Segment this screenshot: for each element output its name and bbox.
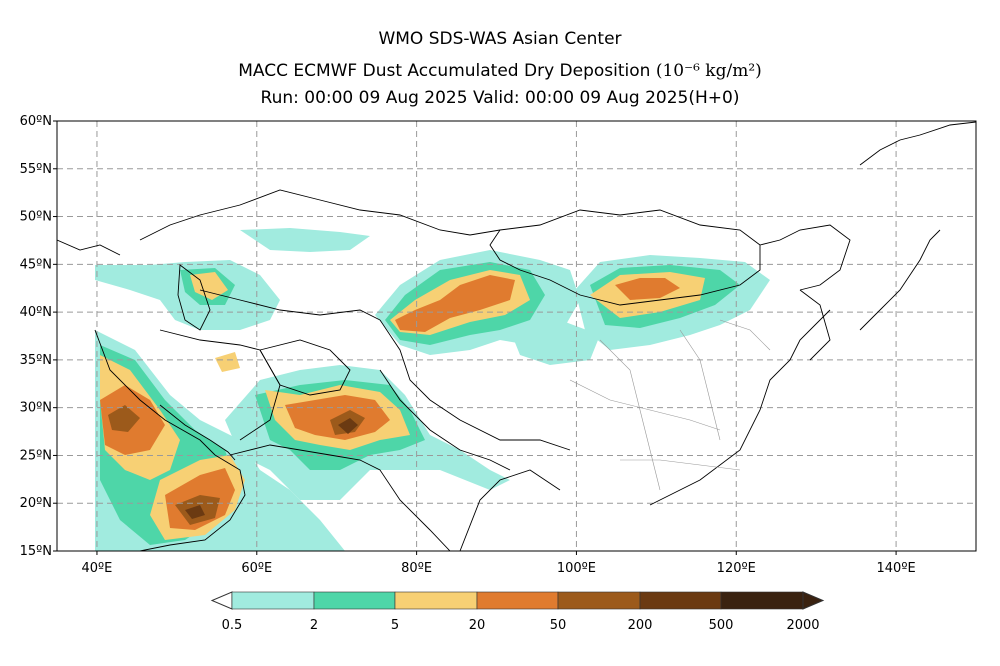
border-russia-china (759, 224, 851, 291)
colorbar-label-5: 200 (628, 618, 653, 633)
colorbar-segment-1 (231, 591, 315, 610)
dust-region-caspian-l1 (95, 260, 280, 330)
dust-region-caspian-l3 (190, 272, 228, 300)
border-india (379, 369, 511, 471)
unit-label: (10⁻⁶ kg/m²) (655, 61, 762, 81)
dust-level-6 (185, 418, 358, 519)
colorbar-label-1: 2 (310, 618, 318, 633)
coastlines-borders (57, 121, 976, 551)
border-china-west (379, 319, 571, 451)
border-afghanistan (259, 339, 351, 396)
colorbar-label-6: 500 (709, 618, 734, 633)
border-kazakhstan-north (139, 189, 501, 241)
lat-label-35: 35ºN (20, 353, 52, 368)
province-line-3 (679, 329, 721, 441)
border-iran (159, 329, 281, 441)
colorbar-segment-4 (476, 591, 559, 610)
dust-region-tarim-l4 (395, 275, 515, 332)
map-frame (56, 120, 977, 552)
coastline-arabia (94, 329, 246, 551)
longitude-labels: 40ºE 60ºE 80ºE 100ºE 120ºE 140ºE (82, 561, 916, 576)
lat-label-30: 30ºN (20, 401, 52, 416)
lon-label-120: 120ºE (717, 561, 756, 576)
coast-black-sea (57, 239, 121, 256)
china-provinces (569, 319, 771, 491)
province-line-2 (599, 339, 661, 491)
lon-label-100: 100ºE (557, 561, 596, 576)
colorbar-label-0: 0.5 (222, 618, 243, 633)
lon-label-80: 80ºE (401, 561, 432, 576)
latitude-labels: 15ºN 20ºN 25ºN 30ºN 35ºN 40ºN 45ºN 50ºN … (20, 114, 52, 559)
colorbar-segment-6 (639, 591, 722, 610)
lat-label-15: 15ºN (20, 544, 52, 559)
colorbar-segment-7 (720, 591, 804, 610)
lon-label-60: 60ºE (241, 561, 272, 576)
province-line-5 (719, 319, 771, 351)
colorbar-label-2: 5 (391, 618, 399, 633)
lat-label-55: 55ºN (20, 162, 52, 177)
province-line-1 (569, 379, 721, 431)
lon-label-140: 140ºE (877, 561, 916, 576)
map-grid (57, 121, 976, 551)
lat-label-20: 20ºN (20, 496, 52, 511)
map-plot-area (53, 120, 977, 555)
dust-region-pakistan-l6 (338, 418, 358, 434)
coastline-russia-pacific (859, 121, 976, 166)
colorbar-label-3: 20 (469, 618, 486, 633)
map-subtitle: MACC ECMWF Dust Accumulated Dry Depositi… (0, 61, 1000, 81)
dust-region-gobi-l4 (615, 278, 680, 300)
dust-region-oman-l6 (185, 505, 205, 519)
border-mongolia (489, 209, 761, 306)
coastline-japan (859, 229, 941, 331)
colorbar-segment-2 (313, 591, 396, 610)
lat-label-40: 40ºN (20, 305, 52, 320)
dust-region-kazakh-l1 (240, 228, 370, 252)
coast-caspian (177, 264, 211, 331)
dust-region-arabia-l5 (108, 405, 140, 432)
border-central-asia (199, 289, 381, 321)
lat-label-60: 60ºN (20, 114, 52, 129)
map-ticks (53, 120, 897, 555)
run-valid-time: Run: 00:00 09 Aug 2025 Valid: 00:00 09 A… (260, 88, 740, 108)
colorbar-label-4: 50 (550, 618, 567, 633)
map-title: WMO SDS-WAS Asian Center (378, 29, 622, 49)
province-line-4 (620, 459, 741, 471)
lon-label-40: 40ºE (82, 561, 113, 576)
coastline-korea (799, 289, 831, 361)
lat-label-25: 25ºN (20, 448, 52, 463)
colorbar-low-arrow (210, 591, 233, 610)
lat-label-45: 45ºN (20, 257, 52, 272)
colorbar-segment-3 (394, 591, 478, 610)
colorbar-high-arrow (802, 591, 825, 610)
dust-region-turkmen-l3 (215, 352, 240, 372)
coastline-india-east (459, 469, 561, 551)
colorbar-label-7: 2000 (786, 618, 819, 633)
colorbar: 0.5 2 5 20 50 200 500 2000 (210, 591, 825, 633)
coastline-china-east (649, 309, 831, 506)
lat-label-50: 50ºN (20, 210, 52, 225)
dust-field (95, 228, 770, 551)
coastline-iran-pakistan (229, 444, 451, 551)
variable-name: MACC ECMWF Dust Accumulated Dry Depositi… (238, 61, 651, 81)
dust-region-qaidam-l1 (510, 320, 600, 365)
colorbar-segment-5 (557, 591, 641, 610)
